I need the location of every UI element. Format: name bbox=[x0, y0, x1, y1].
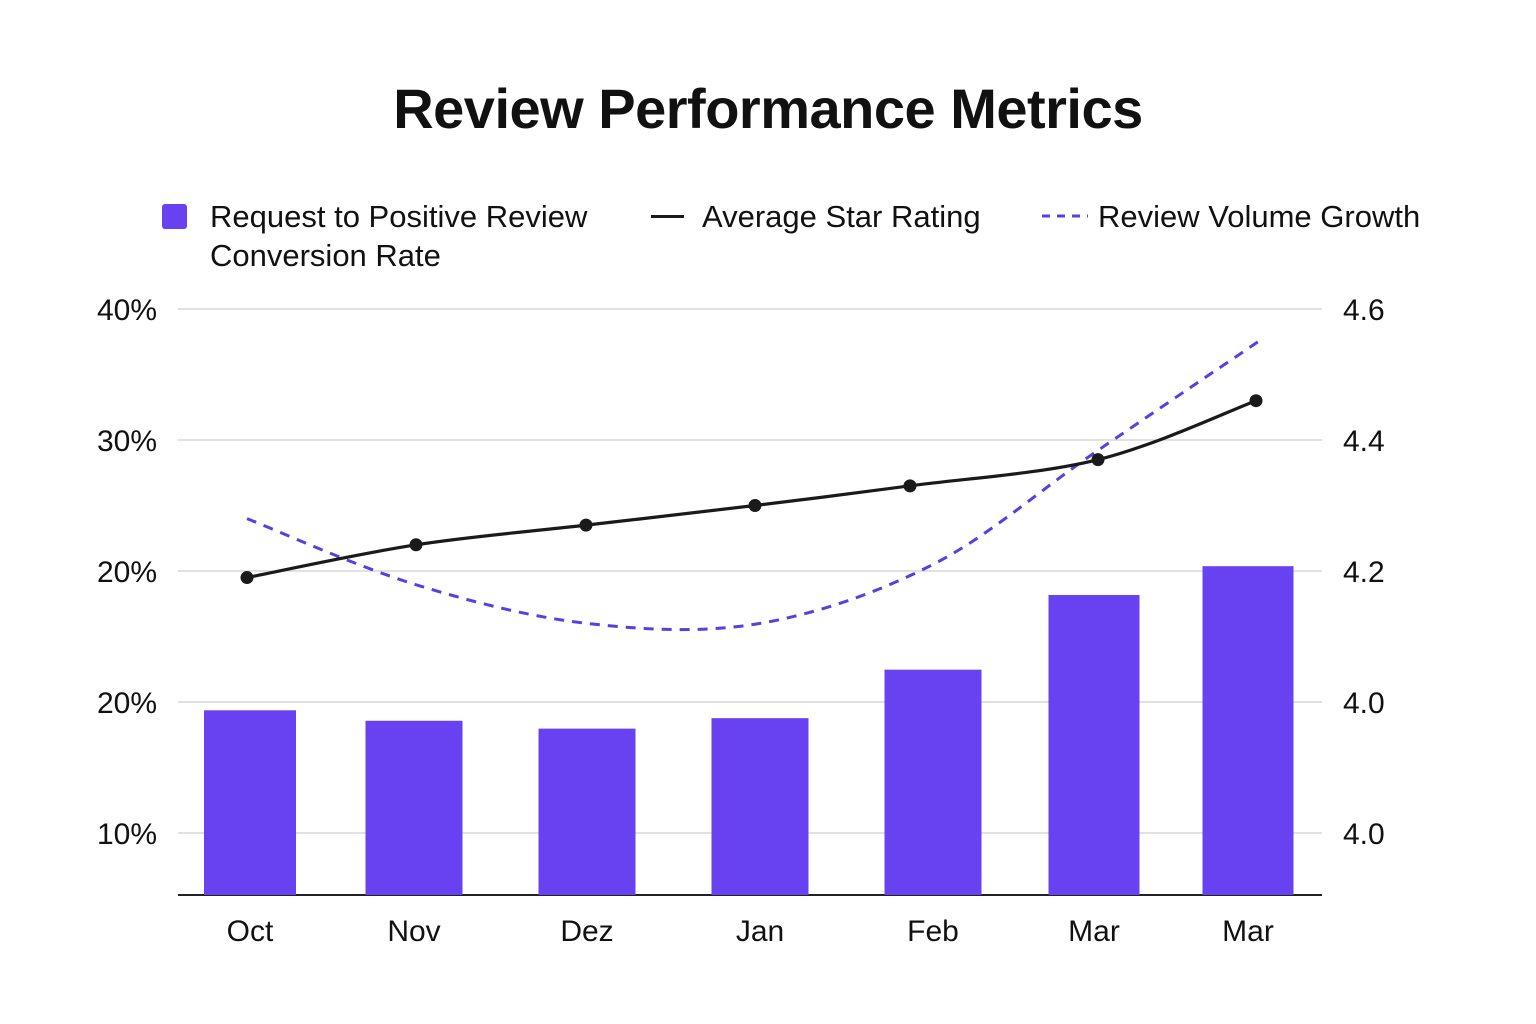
point-average-star-rating bbox=[1091, 453, 1105, 467]
x-axis-tick-label: Mar bbox=[1068, 915, 1120, 948]
right-axis-tick-label: 4.2 bbox=[1343, 556, 1385, 589]
right-axis-tick-label: 4.0 bbox=[1343, 818, 1385, 851]
bar-conversion-rate bbox=[538, 728, 636, 895]
left-axis-tick-label: 30% bbox=[97, 425, 157, 458]
x-axis-tick-label: Oct bbox=[227, 915, 274, 948]
x-axis-tick-label: Mar bbox=[1222, 915, 1274, 948]
line-review-volume-growth bbox=[246, 340, 1259, 632]
bar-conversion-rate bbox=[1048, 595, 1140, 895]
point-average-star-rating bbox=[748, 499, 762, 512]
legend-label-conversion-rate: Request to Positive Review Conversion Ra… bbox=[210, 197, 587, 275]
chart-title: Review Performance Metrics bbox=[393, 77, 1143, 140]
left-axis-tick-label: 10% bbox=[97, 818, 157, 851]
bar-conversion-rate bbox=[365, 720, 463, 895]
right-axis-tick-label: 4.6 bbox=[1343, 294, 1385, 327]
point-average-star-rating bbox=[903, 479, 917, 493]
x-axis-tick-label: Nov bbox=[387, 915, 440, 948]
bar-conversion-rate bbox=[1202, 566, 1294, 895]
right-axis-tick-label: 4.0 bbox=[1343, 687, 1385, 720]
left-axis-tick-label: 20% bbox=[97, 556, 157, 589]
legend-label-conversion-rate-line2: Conversion Rate bbox=[210, 238, 441, 273]
legend-label-volume-growth: Review Volume Growth bbox=[1098, 199, 1421, 234]
legend-swatch-volume-growth bbox=[1042, 214, 1088, 218]
legend-label-star-rating: Average Star Rating bbox=[702, 199, 981, 234]
x-axis-tick-label: Jan bbox=[736, 915, 784, 948]
legend-swatch-star-rating bbox=[651, 215, 684, 218]
x-axis-tick-label: Dez bbox=[560, 915, 613, 948]
legend-label-conversion-rate-line1: Request to Positive Review bbox=[210, 199, 588, 234]
point-average-star-rating bbox=[409, 538, 423, 552]
bar-conversion-rate bbox=[204, 710, 296, 895]
point-average-star-rating bbox=[240, 571, 254, 585]
x-axis-tick-label: Feb bbox=[907, 915, 959, 948]
bar-conversion-rate bbox=[884, 669, 982, 895]
left-axis-tick-label: 40% bbox=[97, 294, 157, 327]
point-average-star-rating bbox=[1249, 394, 1263, 408]
legend-swatch-conversion-rate bbox=[162, 204, 187, 229]
line-average-star-rating bbox=[246, 399, 1257, 580]
right-axis-tick-label: 4.4 bbox=[1343, 425, 1385, 458]
bar-conversion-rate bbox=[711, 718, 809, 895]
point-average-star-rating bbox=[579, 518, 593, 532]
left-axis-tick-label: 20% bbox=[97, 687, 157, 720]
